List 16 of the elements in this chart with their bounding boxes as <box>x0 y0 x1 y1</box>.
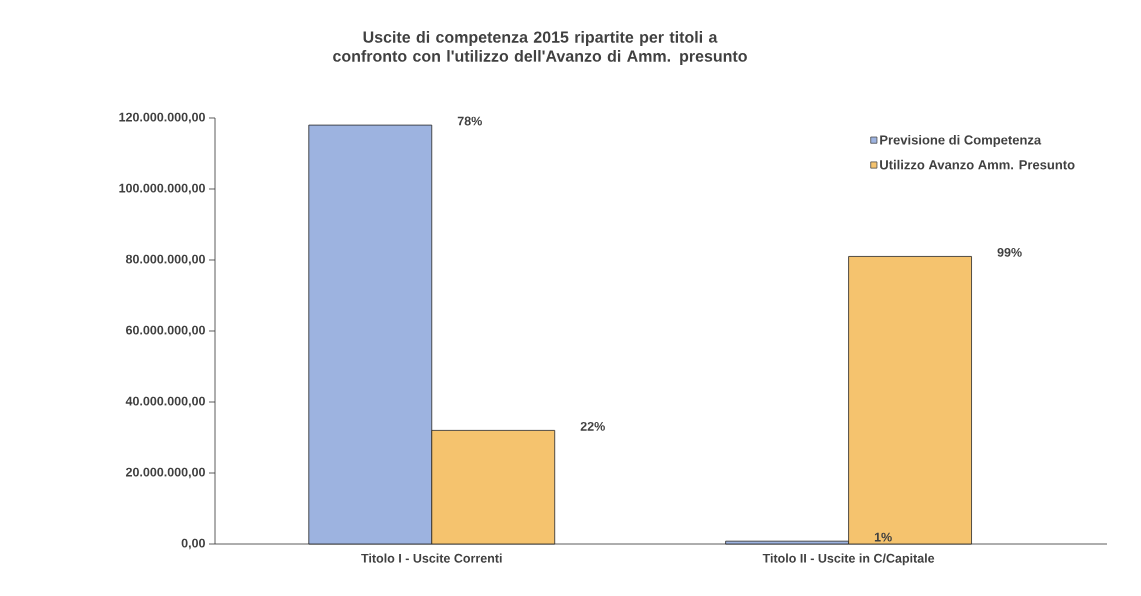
annotation: 78% <box>457 116 482 126</box>
legend-label: Utilizzo Avanzo Amm. Presunto <box>880 159 1075 170</box>
y-tick-label: 40.000.000,00 <box>125 396 205 408</box>
y-tick-label: 60.000.000,00 <box>126 325 205 337</box>
x-tick-label: Titolo II - Uscite in C/Capitale <box>762 553 935 566</box>
y-tick-label: 100.000.000,00 <box>119 183 205 195</box>
y-tick-label: 20.000.000,00 <box>125 467 205 479</box>
y-tick-label: 0,00 <box>181 538 205 550</box>
x-tick-label: Titolo I - Uscite Correnti <box>361 553 502 563</box>
y-tick-label: 120.000.000,00 <box>119 112 205 124</box>
annotation: 1% <box>874 532 892 542</box>
chart-title: Uscite di competenza 2015 ripartite per titoli a confronto con l'utilizzo dell'Avanzo di Amm. presunto <box>333 31 747 65</box>
annotation: 22% <box>580 421 605 431</box>
annotation: 99% <box>997 247 1022 257</box>
y-tick-label: 80.000.000,00 <box>125 254 205 266</box>
legend-label: Previsione di Competenza <box>880 134 1042 148</box>
